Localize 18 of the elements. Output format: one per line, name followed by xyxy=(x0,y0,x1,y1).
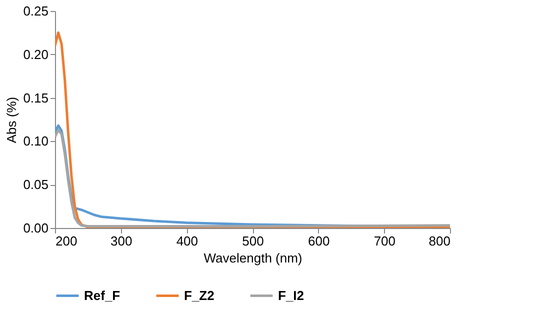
x-tick-label: 300 xyxy=(110,234,132,248)
x-axis-title: Wavelength (nm) xyxy=(204,250,302,266)
x-tick-label: 800 xyxy=(428,234,450,248)
legend-label: F_Z2 xyxy=(184,288,214,303)
y-tick-label: 0.20 xyxy=(23,46,48,62)
y-tick-label: 0.05 xyxy=(23,177,48,192)
y-axis-title: Abs (%) xyxy=(4,96,20,144)
x-tick-label: 400 xyxy=(176,234,198,248)
x-tick-label: 700 xyxy=(374,234,396,248)
y-tick-label: 0.15 xyxy=(23,90,48,106)
legend-label: Ref_F xyxy=(84,288,120,303)
y-tick-label: 0.10 xyxy=(23,134,48,149)
x-tick-label: 200 xyxy=(56,234,78,248)
y-tick-label: 0.25 xyxy=(23,4,48,18)
legend-label: F_I2 xyxy=(278,288,304,303)
y-tick-label: 0.00 xyxy=(23,220,48,236)
x-tick-label: 500 xyxy=(242,234,264,248)
x-tick-label: 600 xyxy=(308,234,330,248)
